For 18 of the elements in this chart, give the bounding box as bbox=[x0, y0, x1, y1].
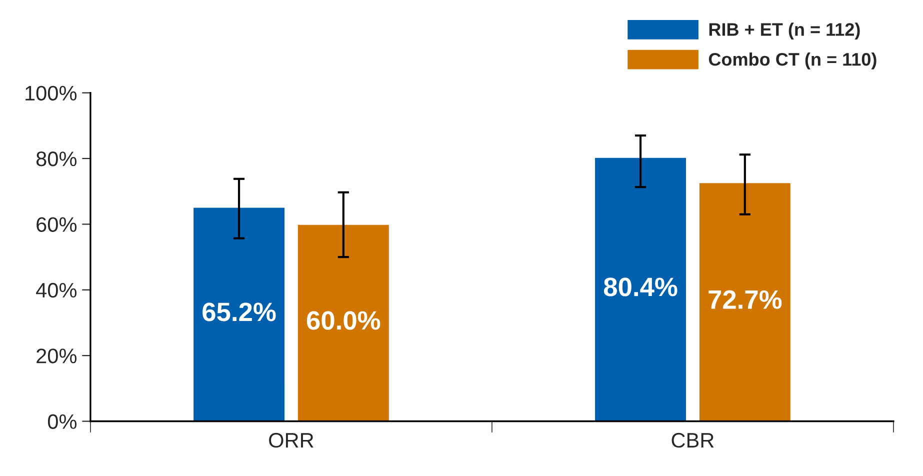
y-tick-label: 20% bbox=[36, 348, 77, 364]
y-tick-label: 80% bbox=[36, 152, 77, 166]
x-tick-label: ORR bbox=[269, 432, 314, 448]
data-label: 80.4% bbox=[604, 278, 678, 296]
legend-label: RIB + ET (n = 112) bbox=[709, 22, 860, 40]
bar bbox=[594, 156, 688, 422]
y-tick-label: 60% bbox=[36, 217, 77, 232]
data-label: 60.0% bbox=[306, 311, 380, 330]
y-tick-label: 40% bbox=[36, 282, 77, 298]
bar bbox=[296, 224, 390, 422]
data-label: 65.2% bbox=[202, 302, 276, 322]
legend-label: Combo CT (n = 110) bbox=[708, 52, 876, 70]
x-tick-label: CBR bbox=[672, 432, 714, 448]
y-tick-label: 100% bbox=[26, 86, 77, 101]
bar bbox=[698, 182, 792, 422]
data-label: 72.7% bbox=[708, 290, 782, 309]
y-tick-label: 0% bbox=[48, 414, 77, 430]
bar bbox=[192, 206, 286, 422]
